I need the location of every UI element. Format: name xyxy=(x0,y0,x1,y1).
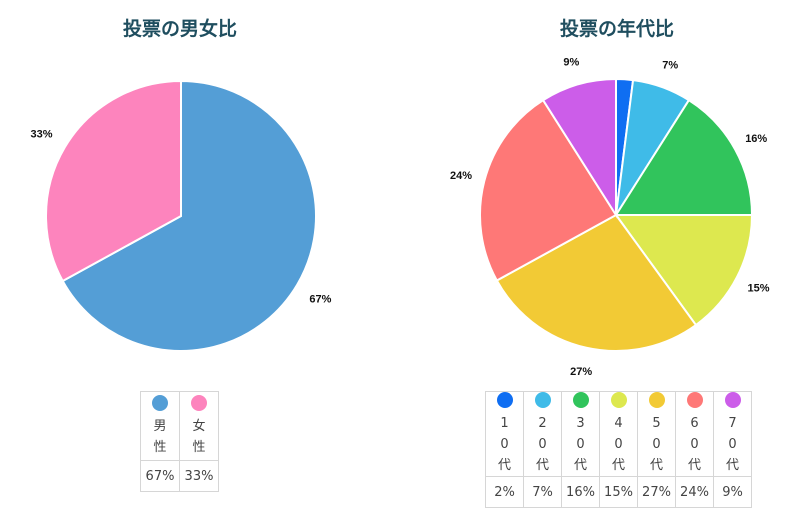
age-legend-category-1: 20代 xyxy=(523,391,562,477)
age-legend-dot-6 xyxy=(724,392,741,408)
age-slice-label-3: 15% xyxy=(748,283,770,295)
age-legend-category-2: 30代 xyxy=(561,391,600,477)
age-legend-label-0: 10代 xyxy=(497,416,511,473)
age-legend-label-1: 20代 xyxy=(535,416,549,473)
age-legend-category-4: 50代 xyxy=(637,391,676,477)
age-slice-label-1: 7% xyxy=(662,59,678,71)
age-slice-label-6: 9% xyxy=(563,56,579,68)
age-legend-label-2: 30代 xyxy=(573,416,587,473)
gender-legend-category-1: 女性 xyxy=(179,391,219,461)
pie-charts: 67% 33% 7% 16% 15% 27% 24% 9% xyxy=(31,56,770,378)
age-legend-value-0: 2% xyxy=(485,476,524,508)
gender-legend-table: 男性 女性 67% 33% xyxy=(140,391,219,492)
gender-legend-label-1: 女性 xyxy=(192,418,206,455)
age-legend-category-3: 40代 xyxy=(599,391,638,477)
gender-legend-dot-0 xyxy=(152,394,168,411)
age-chart-title: 投票の年代比 xyxy=(559,18,674,40)
age-pie-slice-3 xyxy=(614,214,754,327)
age-legend-value-6: 9% xyxy=(713,476,752,508)
age-legend-label-4: 50代 xyxy=(649,416,663,473)
age-slice-label-2: 16% xyxy=(745,133,767,145)
age-legend-label-6: 70代 xyxy=(725,416,739,473)
age-legend-value-5: 24% xyxy=(675,476,714,508)
age-legend-dot-1 xyxy=(534,392,551,408)
age-legend-dot-2 xyxy=(572,392,589,408)
age-legend-value-4: 27% xyxy=(637,476,676,508)
age-legend-table: 10代 20代 30代 40代 50代 60代 70代 2% 7% 16% 15% 27% 24% 9% xyxy=(485,391,752,508)
gender-legend-value-0: 67% xyxy=(140,460,180,492)
age-legend-value-2: 16% xyxy=(561,476,600,508)
age-pie-slice-2 xyxy=(614,98,754,216)
age-legend-dot-4 xyxy=(648,392,665,408)
gender-pie-slice-1 xyxy=(45,79,182,283)
gender-slice-label-0: 67% xyxy=(309,293,331,305)
age-legend-category-5: 60代 xyxy=(675,391,714,477)
age-slice-label-4: 27% xyxy=(570,366,592,378)
gender-chart-title: 投票の男女比 xyxy=(122,18,237,40)
gender-pie-slice-0 xyxy=(61,79,317,352)
age-legend-label-5: 60代 xyxy=(687,416,701,473)
age-pie-slice-5 xyxy=(479,98,618,282)
age-legend-dot-5 xyxy=(686,392,703,408)
age-legend-label-3: 40代 xyxy=(611,416,625,473)
age-legend-value-1: 7% xyxy=(523,476,562,508)
age-legend-category-0: 10代 xyxy=(485,391,524,477)
age-pie-slice-6 xyxy=(541,77,617,219)
gender-legend-label-0: 男性 xyxy=(153,418,167,455)
age-legend-dot-0 xyxy=(496,392,513,408)
age-slice-label-5: 24% xyxy=(450,170,472,182)
gender-legend-dot-1 xyxy=(191,394,207,411)
age-legend-dot-3 xyxy=(610,392,627,408)
gender-legend-value-1: 33% xyxy=(179,460,219,492)
gender-slice-label-1: 33% xyxy=(31,129,53,141)
gender-legend-category-0: 男性 xyxy=(140,391,180,461)
age-pie-slice-4 xyxy=(495,213,698,352)
age-legend-category-6: 70代 xyxy=(713,391,752,477)
age-legend-value-3: 15% xyxy=(599,476,638,508)
